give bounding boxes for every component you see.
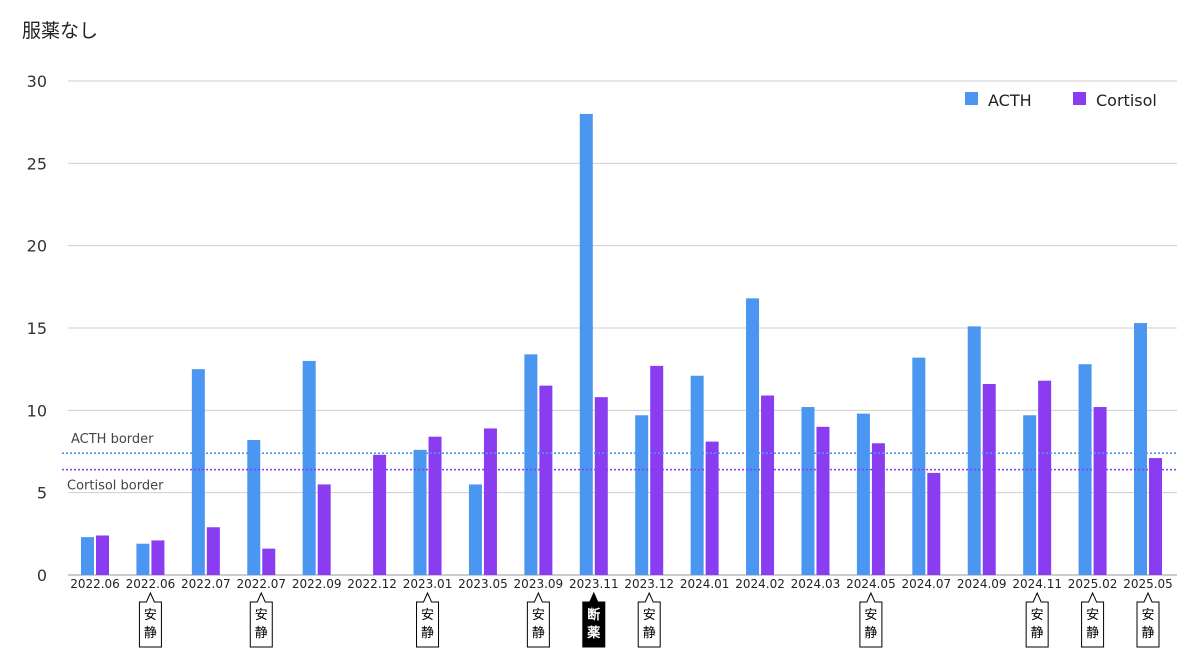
y-tick-label: 5 bbox=[37, 484, 47, 503]
bar-cortisol bbox=[816, 426, 830, 575]
annotation-text: 安静 bbox=[255, 608, 268, 641]
y-tick-label: 30 bbox=[27, 72, 47, 91]
bar-cortisol bbox=[1149, 458, 1162, 575]
legend-label: ACTH bbox=[988, 91, 1032, 110]
x-tick-label: 2022.07 bbox=[236, 577, 286, 591]
bar-acth bbox=[746, 298, 760, 575]
annotation-callout bbox=[637, 591, 661, 648]
x-tick-label: 2024.05 bbox=[846, 577, 896, 591]
x-tick-label: 2022.09 bbox=[292, 577, 342, 591]
bar-cortisol bbox=[151, 540, 165, 575]
annotation-callout bbox=[526, 591, 550, 648]
bar-cortisol bbox=[96, 535, 109, 575]
bar-acth bbox=[579, 113, 593, 575]
annotation-text: 安静 bbox=[1141, 608, 1154, 641]
annotation-text: 安静 bbox=[643, 608, 656, 641]
bar-acth bbox=[191, 369, 205, 575]
bar-acth bbox=[856, 413, 870, 575]
bar-acth bbox=[468, 484, 482, 575]
bar-acth bbox=[1134, 323, 1147, 575]
bar-acth bbox=[967, 326, 981, 575]
bar-cortisol bbox=[927, 472, 941, 575]
annotation-callout bbox=[1025, 591, 1049, 648]
chart-title: 服薬なし bbox=[22, 20, 99, 42]
annotation-text: 安静 bbox=[1086, 608, 1099, 641]
annotation-callout bbox=[859, 591, 883, 648]
annotation-text: 断薬 bbox=[586, 607, 601, 641]
y-tick-label: 15 bbox=[27, 319, 47, 338]
bar-cortisol bbox=[373, 454, 387, 575]
bar-acth bbox=[1023, 415, 1037, 575]
bar-acth bbox=[690, 375, 704, 575]
bar-cortisol bbox=[982, 383, 996, 575]
x-tick-label: 2025.02 bbox=[1068, 577, 1118, 591]
legend-swatch bbox=[1073, 92, 1086, 105]
x-tick-label: 2025.05 bbox=[1123, 577, 1173, 591]
x-tick-label: 2024.11 bbox=[1012, 577, 1062, 591]
y-tick-label: 0 bbox=[37, 566, 47, 585]
x-tick-label: 2024.03 bbox=[791, 577, 841, 591]
bar-cortisol bbox=[594, 397, 608, 575]
bar-cortisol bbox=[206, 527, 220, 575]
bar-acth bbox=[247, 439, 261, 575]
bar-acth bbox=[635, 415, 649, 575]
bar-cortisol bbox=[483, 428, 497, 575]
bar-cortisol bbox=[650, 365, 664, 575]
reference-line-label: ACTH border bbox=[71, 432, 154, 447]
bar-acth bbox=[413, 449, 427, 575]
annotation-callout bbox=[582, 591, 606, 648]
x-tick-label: 2022.12 bbox=[347, 577, 397, 591]
annotation-text: 安静 bbox=[532, 608, 545, 641]
legend-swatch bbox=[965, 92, 978, 105]
annotation-text: 安静 bbox=[421, 608, 434, 641]
x-tick-label: 2022.07 bbox=[181, 577, 231, 591]
bar-acth bbox=[912, 357, 926, 575]
x-tick-label: 2024.09 bbox=[957, 577, 1007, 591]
x-tick-label: 2023.12 bbox=[624, 577, 674, 591]
y-tick-label: 10 bbox=[27, 401, 47, 420]
annotation-text: 安静 bbox=[144, 608, 157, 641]
bar-acth bbox=[801, 407, 815, 575]
bar-acth bbox=[136, 543, 150, 575]
x-tick-label: 2024.07 bbox=[902, 577, 952, 591]
annotation-callout bbox=[416, 591, 440, 648]
x-tick-label: 2023.01 bbox=[403, 577, 453, 591]
reference-line-label: Cortisol border bbox=[67, 479, 164, 494]
y-tick-label: 25 bbox=[27, 154, 47, 173]
bar-acth bbox=[524, 354, 538, 575]
legend-label: Cortisol bbox=[1096, 91, 1157, 110]
x-tick-label: 2022.06 bbox=[70, 577, 120, 591]
x-tick-label: 2023.05 bbox=[458, 577, 508, 591]
y-tick-label: 20 bbox=[27, 237, 47, 256]
x-tick-label: 2023.11 bbox=[569, 577, 619, 591]
bar-cortisol bbox=[871, 443, 885, 575]
bar-acth bbox=[302, 360, 316, 575]
annotation-callout bbox=[1136, 591, 1160, 648]
annotation-callout bbox=[138, 591, 162, 648]
x-tick-label: 2022.06 bbox=[126, 577, 176, 591]
x-tick-label: 2024.01 bbox=[680, 577, 730, 591]
bar-cortisol bbox=[428, 436, 442, 575]
bar-cortisol bbox=[539, 385, 553, 575]
annotation-text: 安静 bbox=[864, 608, 877, 641]
bar-acth bbox=[81, 537, 94, 575]
bar-cortisol bbox=[262, 548, 276, 575]
annotation-callout bbox=[249, 591, 273, 648]
x-tick-label: 2024.02 bbox=[735, 577, 785, 591]
bar-cortisol bbox=[317, 484, 331, 575]
annotation-text: 安静 bbox=[1031, 608, 1044, 641]
x-tick-label: 2023.09 bbox=[514, 577, 564, 591]
bar-cortisol bbox=[761, 395, 775, 575]
bar-acth bbox=[1078, 364, 1092, 575]
bar-cortisol bbox=[1038, 380, 1052, 575]
annotation-callout bbox=[1081, 591, 1105, 648]
bar-cortisol bbox=[705, 441, 719, 575]
bar-cortisol bbox=[1093, 407, 1107, 575]
